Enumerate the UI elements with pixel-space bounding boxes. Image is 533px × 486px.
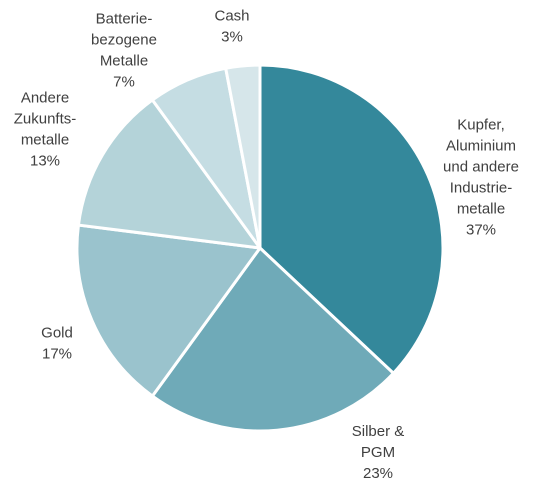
slice-category-label: Aluminium	[446, 137, 516, 154]
slice-label-5: Cash 3%	[214, 7, 249, 45]
slice-label-4: Batterie-bezogene Metalle 7%	[91, 10, 157, 90]
slice-label-0: Kupfer, Aluminium und andere Industrie-meta…	[443, 116, 519, 238]
pie-slice-1	[150, 246, 395, 433]
slice-category-label: Industrie-	[450, 179, 513, 196]
slice-category-label: bezogene	[91, 31, 157, 48]
slice-category-label: Gold	[41, 324, 73, 341]
slice-category-label: PGM	[361, 444, 395, 461]
slice-category-label: Zukunfts-	[14, 110, 77, 127]
slice-label-3: Andere Zukunfts-metalle 13%	[14, 89, 77, 169]
pie-labels: Kupfer, Aluminium und andere Industrie-meta…	[14, 7, 519, 482]
slice-value-label: 17%	[42, 345, 72, 362]
slice-value-label: 23%	[363, 465, 393, 482]
slice-category-label: metalle	[457, 200, 505, 217]
pie-slice-3	[76, 98, 262, 250]
slice-category-label: Kupfer,	[457, 116, 505, 133]
slice-category-label: metalle	[21, 131, 69, 148]
slice-category-label: Andere	[21, 89, 69, 106]
slice-category-label: Silber &	[352, 423, 405, 440]
slice-category-label: Cash	[214, 7, 249, 24]
slice-value-label: 13%	[30, 152, 60, 169]
pie-slice-5	[224, 63, 262, 250]
slice-value-label: 3%	[221, 28, 243, 45]
slice-label-2: Gold 17%	[41, 324, 73, 362]
pie-slices	[75, 63, 445, 433]
slice-category-label: Batterie-	[96, 10, 153, 27]
slice-label-1: Silber & PGM 23%	[352, 423, 405, 482]
pie-slice-2	[75, 223, 262, 398]
slice-category-label: Metalle	[100, 52, 148, 69]
slice-value-label: 37%	[466, 221, 496, 238]
pie-slice-0	[258, 63, 445, 375]
slice-value-label: 7%	[113, 73, 135, 90]
slice-category-label: und andere	[443, 158, 519, 175]
